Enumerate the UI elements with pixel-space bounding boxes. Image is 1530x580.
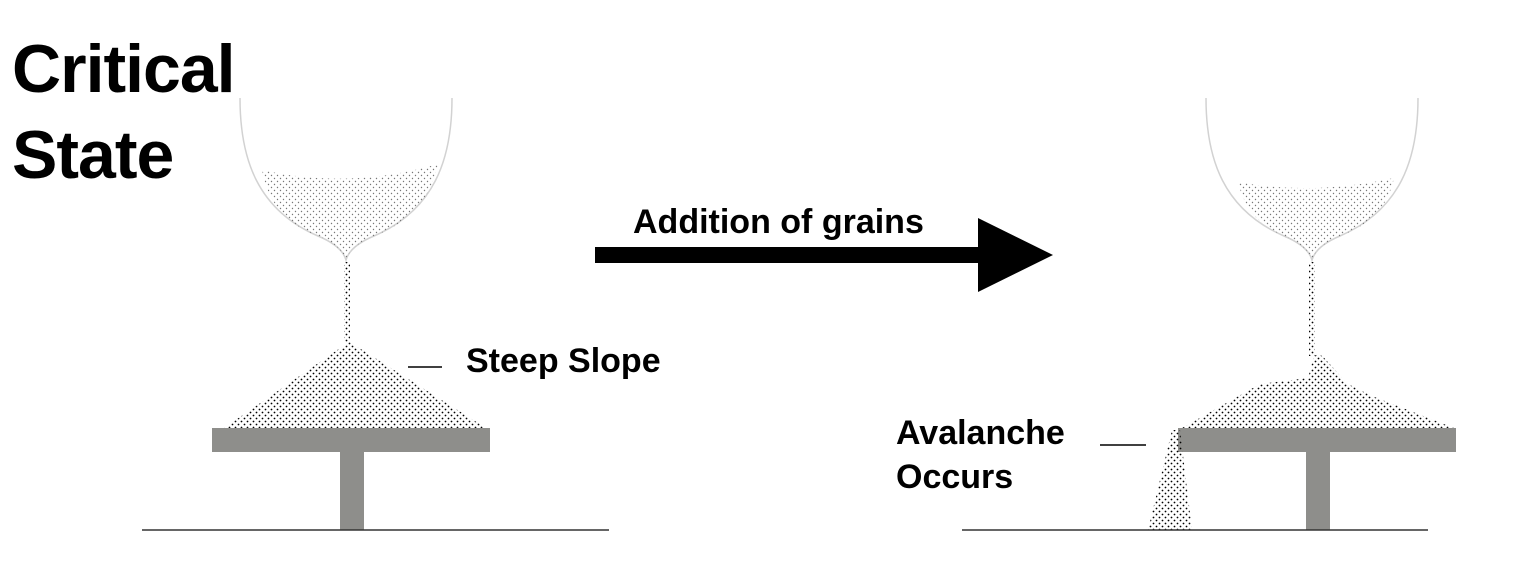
left-grain-stream bbox=[344, 262, 350, 342]
arrow-shaft bbox=[595, 247, 985, 263]
right-table-top bbox=[1178, 428, 1456, 452]
title-line-2: State bbox=[12, 117, 174, 193]
left-funnel-sand bbox=[262, 164, 438, 260]
avalanche-grains bbox=[1148, 430, 1192, 530]
left-table-top bbox=[212, 428, 490, 452]
steep-slope-label: Steep Slope bbox=[466, 342, 661, 380]
avalanche-label-line-2: Occurs bbox=[896, 458, 1014, 496]
avalanche-label-line-1: Avalanche bbox=[896, 414, 1065, 452]
page-title: Critical State bbox=[12, 26, 236, 198]
left-sand-pile bbox=[224, 342, 486, 428]
left-table-leg bbox=[340, 452, 364, 530]
arrow-head bbox=[978, 218, 1053, 292]
title-line-1: Critical bbox=[12, 31, 236, 107]
addition-arrow bbox=[595, 218, 1053, 292]
right-grain-stream bbox=[1309, 262, 1315, 356]
right-table-leg bbox=[1306, 452, 1330, 530]
right-funnel-sand bbox=[1238, 178, 1394, 260]
right-sand-pile bbox=[1182, 354, 1454, 428]
right-scene bbox=[962, 97, 1456, 531]
avalanche-label: Avalanche Occurs bbox=[896, 411, 1065, 499]
arrow-label: Addition of grains bbox=[633, 203, 924, 241]
left-scene bbox=[142, 97, 609, 531]
